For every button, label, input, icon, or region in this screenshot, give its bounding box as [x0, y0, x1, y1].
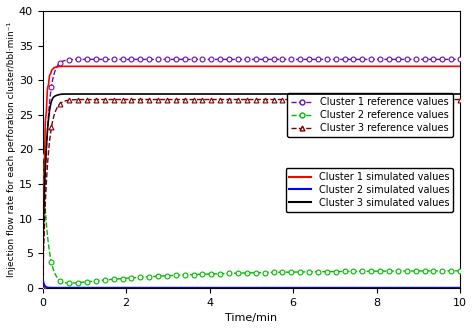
Legend: Cluster 1 simulated values, Cluster 2 simulated values, Cluster 3 simulated valu: Cluster 1 simulated values, Cluster 2 si…: [285, 168, 453, 212]
Y-axis label: Injection flow rate for each perforation cluster/bbl·min⁻¹: Injection flow rate for each perforation…: [7, 22, 16, 277]
X-axis label: Time/min: Time/min: [225, 313, 277, 323]
